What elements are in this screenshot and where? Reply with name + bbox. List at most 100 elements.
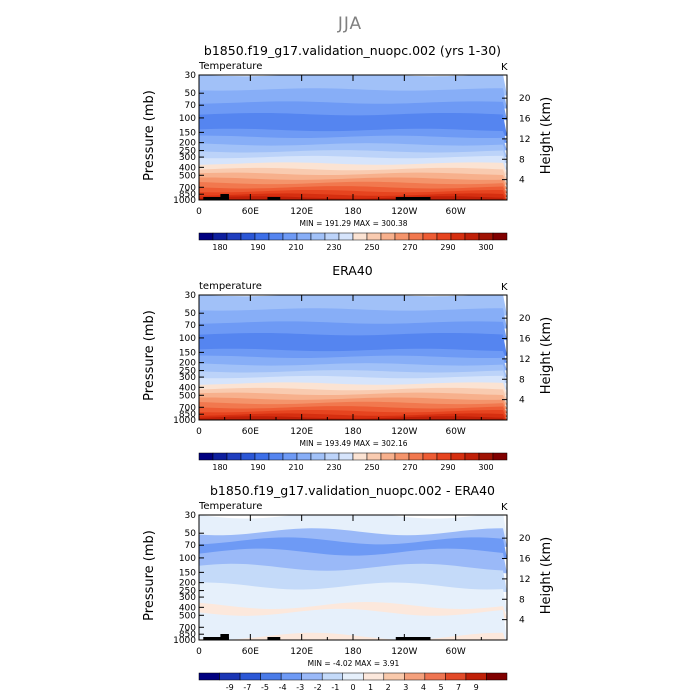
colorbar-label: 5 xyxy=(438,683,443,692)
y-tick-label: 50 xyxy=(185,89,197,99)
colorbar-swatch xyxy=(408,452,424,461)
colorbar-swatch xyxy=(240,232,256,241)
colorbar-label: 180 xyxy=(212,243,227,252)
colorbar-swatch xyxy=(212,452,228,461)
colorbar-swatch xyxy=(366,452,382,461)
colorbar-swatch xyxy=(301,672,323,681)
colorbar-swatch xyxy=(310,452,326,461)
colorbar-swatch xyxy=(424,672,446,681)
y-tick-label: 30 xyxy=(185,511,197,521)
y-tick-label: 70 xyxy=(185,541,197,551)
height-tick-label: 4 xyxy=(519,616,525,626)
colorbar-label: -5 xyxy=(261,683,269,692)
colorbar-swatch xyxy=(226,232,242,241)
colorbar-swatch xyxy=(492,232,508,241)
height-tick-label: 8 xyxy=(519,155,525,165)
page-title: JJA xyxy=(337,14,363,34)
colorbar-swatch xyxy=(280,672,302,681)
colorbar-swatch xyxy=(465,672,487,681)
colorbar-label: 7 xyxy=(456,683,461,692)
x-tick-label: 0 xyxy=(196,647,202,657)
colorbar-label: 2 xyxy=(386,683,391,692)
height-tick-label: 12 xyxy=(519,575,530,585)
height-tick-label: 8 xyxy=(519,595,525,605)
colorbar-swatch xyxy=(268,232,284,241)
colorbar-swatch xyxy=(394,232,410,241)
colorbar-swatch xyxy=(394,452,410,461)
y-tick-label: 700 xyxy=(179,183,196,193)
height-tick-label: 20 xyxy=(519,534,531,544)
y-tick-label: 50 xyxy=(185,309,197,319)
y-tick-label: 30 xyxy=(185,71,197,81)
x-tick-label: 60E xyxy=(242,427,259,437)
panel-1-units: K xyxy=(501,62,508,73)
colorbar-swatch xyxy=(321,672,343,681)
colorbar-swatch xyxy=(464,452,480,461)
panel-1-plot: 3050701001502002503004005007008501000201… xyxy=(173,71,531,252)
panel-3-colorbar: -9 -7 -5 -4 -3 -2 -1 0 1 2 3 4 5 7 9 xyxy=(198,672,508,692)
colorbar-label: 0 xyxy=(350,683,355,692)
y-tick-label: 1000 xyxy=(173,196,196,206)
y-tick-label: 700 xyxy=(179,403,196,413)
x-tick-label: 180 xyxy=(344,647,361,657)
colorbar-swatch xyxy=(464,232,480,241)
height-tick-label: 20 xyxy=(519,314,531,324)
x-tick-label: 120W xyxy=(391,207,417,217)
colorbar-label: -7 xyxy=(243,683,251,692)
colorbar-swatch xyxy=(380,452,396,461)
colorbar-label: 210 xyxy=(288,463,303,472)
colorbar-swatch xyxy=(324,452,340,461)
y-tick-label: 500 xyxy=(179,611,196,621)
colorbar-swatch xyxy=(383,672,405,681)
y-tick-label: 150 xyxy=(179,568,196,578)
panel-1-title: b1850.f19_g17.validation_nuopc.002 (yrs … xyxy=(203,43,502,58)
colorbar-swatch xyxy=(338,232,354,241)
colorbar-swatch xyxy=(422,452,438,461)
colorbar-label: -2 xyxy=(314,683,322,692)
colorbar-label: 190 xyxy=(250,463,265,472)
colorbar-swatch xyxy=(486,672,508,681)
panel-2-units: K xyxy=(501,282,508,293)
colorbar-swatch xyxy=(219,672,241,681)
colorbar-label: 270 xyxy=(402,463,417,472)
panel-2-plot: 3050701001502002503004005007008501000201… xyxy=(173,291,531,472)
x-tick-label: 60W xyxy=(445,647,465,657)
colorbar-swatch xyxy=(363,672,385,681)
colorbar-swatch xyxy=(478,232,494,241)
y-tick-label: 700 xyxy=(179,623,196,633)
y-tick-label: 250 xyxy=(179,587,196,597)
colorbar-swatch xyxy=(352,452,368,461)
panel-3-plot: 3050701001502002503004005007008501000201… xyxy=(173,511,531,692)
y-tick-label: 100 xyxy=(179,114,196,124)
height-tick-label: 16 xyxy=(519,555,531,565)
height-tick-label: 16 xyxy=(519,335,531,345)
y-tick-label: 500 xyxy=(179,391,196,401)
colorbar-swatch xyxy=(254,452,270,461)
x-tick-label: 120W xyxy=(391,427,417,437)
height-tick-label: 4 xyxy=(519,176,525,186)
colorbar-swatch xyxy=(366,232,382,241)
colorbar-label: -4 xyxy=(279,683,287,692)
colorbar-swatch xyxy=(198,232,214,241)
y-tick-label: 1000 xyxy=(173,416,196,426)
y-tick-label: 150 xyxy=(179,348,196,358)
y-tick-label: 850 xyxy=(179,630,196,640)
colorbar-label: -9 xyxy=(226,683,234,692)
x-tick-label: 60E xyxy=(242,647,259,657)
y-tick-label: 200 xyxy=(179,139,196,149)
colorbar-swatch xyxy=(310,232,326,241)
height-tick-label: 12 xyxy=(519,355,530,365)
panel-3-units: K xyxy=(501,502,508,513)
contour-band xyxy=(199,416,505,420)
colorbar-label: 230 xyxy=(326,463,341,472)
y-tick-label: 850 xyxy=(179,410,196,420)
colorbar-swatch xyxy=(198,452,214,461)
colorbar-label: 290 xyxy=(440,463,455,472)
colorbar-swatch xyxy=(212,232,228,241)
y-tick-label: 400 xyxy=(179,163,196,173)
y-tick-label: 100 xyxy=(179,334,196,344)
colorbar-label: 270 xyxy=(402,243,417,252)
y-tick-label: 300 xyxy=(179,153,196,163)
contour-band xyxy=(199,582,507,612)
